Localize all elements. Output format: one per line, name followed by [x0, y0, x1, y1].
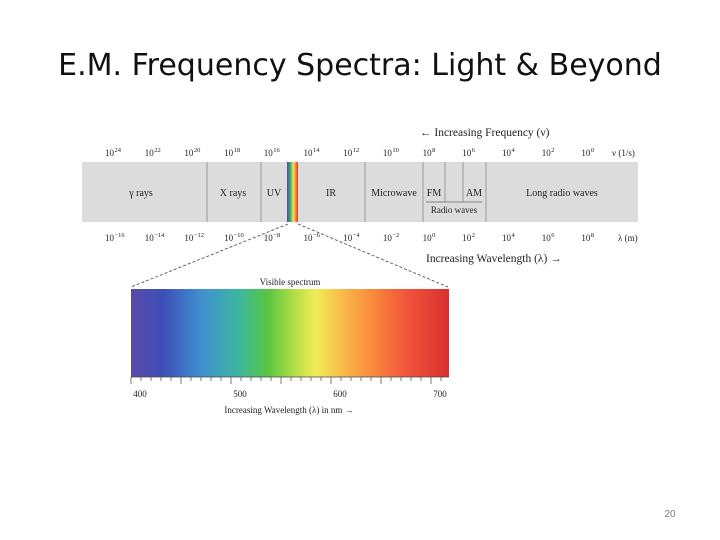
frequency-tick-12: 10 [581, 148, 591, 158]
frequency-tick-exp-6: 12 [353, 147, 360, 154]
region-radio-waves: Radio waves [431, 205, 478, 215]
wavelength-tick-8: 10 [423, 233, 433, 243]
region-dividers [206, 162, 487, 222]
frequency-tick-exp-9: 6 [472, 147, 476, 154]
frequency-tick-exp-3: 18 [234, 147, 241, 154]
slide-title: E.M. Frequency Spectra: Light & Beyond [58, 48, 662, 83]
visible-spectrum-title: Visible spectrum [260, 277, 321, 287]
frequency-ticks: 10 24 10 22 10 20 10 18 10 16 10 14 10 12 10 10 10 8 10 6 10… [105, 147, 594, 158]
region-ir: IR [326, 188, 336, 199]
frequency-tick-0: 10 [105, 148, 115, 158]
wavelength-tick-exp-7: −2 [392, 232, 399, 239]
frequency-tick-exp-1: 22 [154, 147, 161, 154]
wavelength-tick-exp-10: 4 [512, 232, 516, 239]
spectrum-band [82, 162, 638, 222]
zoom-lines [130, 223, 449, 288]
region-microwave: Microwave [371, 188, 417, 199]
wavelength-tick-10: 10 [502, 233, 512, 243]
visible-tick-500: 500 [233, 389, 247, 399]
wavelength-tick-4: 10 [264, 233, 274, 243]
visible-spectrum-bar [131, 289, 449, 377]
wavelength-tick-exp-9: 2 [472, 232, 475, 239]
wavelength-tick-12: 10 [581, 233, 591, 243]
wavelength-tick-2: 10 [184, 233, 194, 243]
wavelength-tick-7: 10 [383, 233, 393, 243]
frequency-tick-exp-0: 24 [115, 147, 122, 154]
frequency-axis-label: ← Increasing Frequency (ν) [420, 127, 550, 139]
frequency-tick-1: 10 [145, 148, 155, 158]
frequency-tick-2: 10 [184, 148, 194, 158]
wavelength-ticks: 10 −16 10 −14 10 −12 10 −10 10 −8 10 −6 10 −4 10 −2 10 0 1… [105, 232, 594, 243]
wavelength-axis-label: Increasing Wavelength (λ) → [426, 253, 562, 265]
slide-number: 20 [664, 509, 676, 520]
frequency-tick-exp-5: 14 [313, 147, 320, 154]
frequency-tick-exp-10: 4 [512, 147, 516, 154]
region-x-rays: X rays [220, 188, 246, 199]
wavelength-tick-exp-5: −6 [313, 232, 321, 239]
frequency-tick-3: 10 [224, 148, 234, 158]
frequency-tick-7: 10 [383, 148, 393, 158]
frequency-tick-9: 10 [462, 148, 472, 158]
frequency-tick-exp-4: 16 [273, 147, 280, 154]
region-uv: UV [267, 188, 282, 199]
region-am: AM [466, 188, 482, 199]
wavelength-tick-0: 10 [105, 233, 115, 243]
wavelength-tick-6: 10 [343, 233, 353, 243]
region-fm: FM [427, 188, 442, 199]
wavelength-tick-1: 10 [145, 233, 155, 243]
frequency-tick-11: 10 [542, 148, 552, 158]
visible-slice [287, 162, 298, 222]
frequency-tick-exp-8: 8 [432, 147, 435, 154]
wavelength-tick-exp-3: −10 [234, 232, 244, 239]
frequency-tick-exp-11: 2 [551, 147, 554, 154]
visible-minor-ticks [130, 377, 442, 384]
wavelength-tick-5: 10 [304, 233, 314, 243]
wavelength-tick-3: 10 [224, 233, 234, 243]
frequency-tick-8: 10 [423, 148, 433, 158]
wavelength-tick-exp-6: −4 [353, 232, 361, 239]
frequency-tick-exp-2: 20 [194, 147, 201, 154]
wavelength-tick-11: 10 [542, 233, 552, 243]
visible-tick-700: 700 [433, 389, 447, 399]
wavelength-tick-exp-0: −16 [115, 232, 126, 239]
frequency-unit: ν (1/s) [612, 148, 635, 158]
region-gamma-rays: γ rays [128, 188, 153, 199]
visible-tick-400: 400 [133, 389, 147, 399]
wavelength-unit: λ (m) [618, 233, 638, 243]
frequency-tick-exp-12: 0 [591, 147, 594, 154]
wavelength-tick-exp-2: −12 [194, 232, 204, 239]
wavelength-tick-exp-4: −8 [273, 232, 280, 239]
wavelength-tick-9: 10 [462, 233, 472, 243]
frequency-tick-4: 10 [264, 148, 274, 158]
wavelength-tick-exp-11: 6 [551, 232, 555, 239]
frequency-tick-5: 10 [304, 148, 314, 158]
visible-axis-label: Increasing Wavelength (λ) in nm → [224, 405, 353, 415]
wavelength-tick-exp-8: 0 [432, 232, 435, 239]
frequency-tick-6: 10 [343, 148, 353, 158]
frequency-tick-10: 10 [502, 148, 512, 158]
visible-tick-600: 600 [333, 389, 347, 399]
wavelength-tick-exp-12: 8 [591, 232, 594, 239]
frequency-tick-exp-7: 10 [392, 147, 399, 154]
wavelength-tick-exp-1: −14 [154, 232, 165, 239]
region-long-radio-waves: Long radio waves [526, 188, 598, 199]
